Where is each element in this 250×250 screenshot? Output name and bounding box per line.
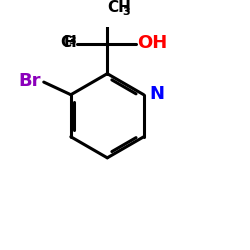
Text: Br: Br — [18, 72, 41, 90]
Text: N: N — [150, 84, 165, 102]
Text: 3: 3 — [123, 6, 130, 16]
Text: C: C — [60, 35, 72, 50]
Text: CH: CH — [108, 0, 132, 15]
Text: OH: OH — [138, 34, 168, 52]
Text: 3: 3 — [68, 36, 76, 46]
Text: H: H — [64, 35, 76, 50]
